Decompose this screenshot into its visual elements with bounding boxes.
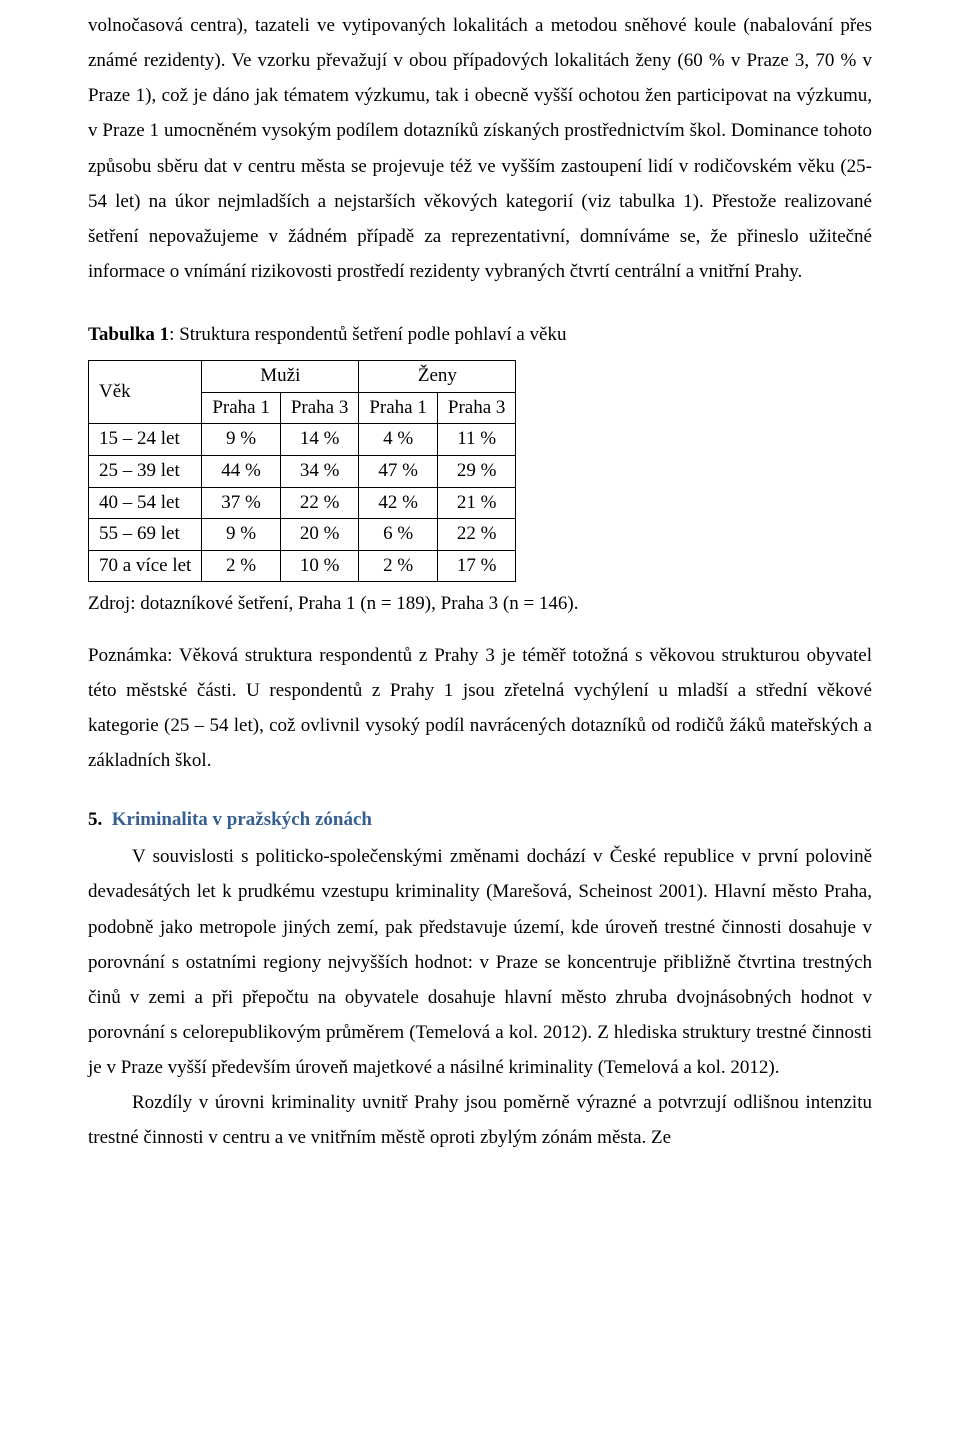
table-subhead: Praha 1 [359,392,438,424]
table-row: 40 – 54 let 37 % 22 % 42 % 21 % [89,487,516,519]
caption-bold: Tabulka 1 [88,324,169,345]
table-row-label: 25 – 39 let [89,456,202,488]
table-subhead: Praha 3 [437,392,516,424]
section-number: 5. [88,809,102,830]
table-source: Zdroj: dotazníkové šetření, Praha 1 (n =… [88,586,872,621]
table-cell: 34 % [280,456,359,488]
table-header-row-1: Věk Muži Ženy [89,361,516,393]
table-cell: 20 % [280,519,359,551]
table-subhead: Praha 3 [280,392,359,424]
table-note: Poznámka: Věková struktura respondentů z… [88,638,872,779]
table-subhead: Praha 1 [202,392,281,424]
document-page: volnočasová centra), tazateli ve vytipov… [0,0,960,1196]
paragraph-body-1: V souvislosti s politicko-společenskými … [88,839,872,1085]
table-corner: Věk [89,361,202,424]
table-cell: 42 % [359,487,438,519]
paragraph-body-2: Rozdíly v úrovni kriminality uvnitř Prah… [88,1085,872,1155]
table-cell: 29 % [437,456,516,488]
table-cell: 22 % [280,487,359,519]
table-cell: 10 % [280,550,359,582]
table-respondents: Věk Muži Ženy Praha 1 Praha 3 Praha 1 Pr… [88,360,516,582]
table-row-label: 15 – 24 let [89,424,202,456]
table-cell: 4 % [359,424,438,456]
table-row: 55 – 69 let 9 % 20 % 6 % 22 % [89,519,516,551]
table-group-men: Muži [202,361,359,393]
section-heading: 5. Kriminalita v pražských zónách [88,802,872,837]
table-cell: 6 % [359,519,438,551]
table-cell: 14 % [280,424,359,456]
table-row-label: 40 – 54 let [89,487,202,519]
table-row: 70 a více let 2 % 10 % 2 % 17 % [89,550,516,582]
table-row: 15 – 24 let 9 % 14 % 4 % 11 % [89,424,516,456]
table-cell: 11 % [437,424,516,456]
table-cell: 21 % [437,487,516,519]
table-cell: 9 % [202,424,281,456]
table-cell: 2 % [202,550,281,582]
paragraph-intro: volnočasová centra), tazateli ve vytipov… [88,8,872,289]
table-cell: 9 % [202,519,281,551]
table-row: 25 – 39 let 44 % 34 % 47 % 29 % [89,456,516,488]
table-caption: Tabulka 1: Struktura respondentů šetření… [88,317,872,352]
table-row-label: 70 a více let [89,550,202,582]
table-cell: 17 % [437,550,516,582]
table-cell: 22 % [437,519,516,551]
table-group-women: Ženy [359,361,516,393]
table-cell: 47 % [359,456,438,488]
caption-rest: : Struktura respondentů šetření podle po… [169,324,566,345]
section-title: Kriminalita v pražských zónách [112,809,372,830]
table-row-label: 55 – 69 let [89,519,202,551]
table-cell: 44 % [202,456,281,488]
table-cell: 37 % [202,487,281,519]
table-cell: 2 % [359,550,438,582]
